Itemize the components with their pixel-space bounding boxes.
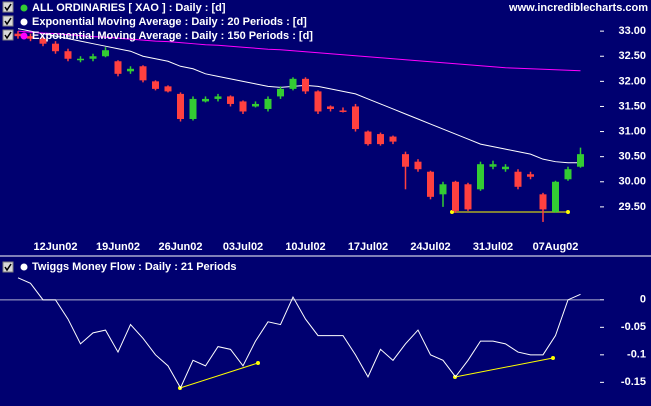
x-tick-label: 24Jul02 xyxy=(410,241,450,253)
candle-body xyxy=(302,78,309,92)
x-tick-label: 17Jul02 xyxy=(348,241,388,253)
candle-body xyxy=(39,38,47,44)
x-tick-label: 31Jul02 xyxy=(473,241,513,253)
candle-body xyxy=(314,91,322,112)
candle-body xyxy=(252,103,259,107)
candle-body xyxy=(214,96,222,99)
candle-body xyxy=(177,93,184,120)
candle-body xyxy=(352,106,359,130)
legend-marker xyxy=(20,263,28,271)
candle-body xyxy=(89,56,97,59)
candle-body xyxy=(264,98,272,109)
y-tick-label: 32.00 xyxy=(618,75,646,87)
candle-body xyxy=(114,61,122,74)
candle-body xyxy=(64,51,72,59)
candle-body xyxy=(539,194,547,210)
y-tick-label: -0.15 xyxy=(621,376,646,388)
candle-body xyxy=(164,86,172,92)
y-tick-label: 32.50 xyxy=(618,50,646,62)
candle-body xyxy=(439,184,447,195)
candle-body xyxy=(152,81,159,89)
x-tick-label: 10Jul02 xyxy=(285,241,325,253)
candle-body xyxy=(502,166,509,170)
legend-marker xyxy=(20,32,28,40)
y-tick-label: 29.50 xyxy=(618,201,646,213)
y-tick-label: 30.50 xyxy=(618,151,646,163)
candle-body xyxy=(377,134,384,145)
candle-body xyxy=(202,98,209,102)
x-tick-label: 26Jun02 xyxy=(158,241,202,253)
candle-body xyxy=(389,136,397,142)
candle-body xyxy=(139,66,147,81)
y-tick-label: 0 xyxy=(640,294,646,306)
y-tick-label: 31.00 xyxy=(618,125,646,137)
x-tick-label: 12Jun02 xyxy=(33,241,77,253)
y-tick-label: 31.50 xyxy=(618,100,646,112)
candle-body xyxy=(427,171,434,197)
candle-body xyxy=(489,164,497,167)
legend-label: ALL ORDINARIES [ XAO ] : Daily : [d] xyxy=(32,2,226,14)
candle-body xyxy=(77,58,84,61)
candle-body xyxy=(277,88,284,97)
candle-body xyxy=(402,154,409,167)
candle-body xyxy=(464,184,472,210)
source: www.incrediblecharts.com xyxy=(508,2,648,14)
candle-body xyxy=(289,78,297,89)
candle-body xyxy=(514,171,522,187)
candle-body xyxy=(189,98,197,120)
candle-body xyxy=(227,96,234,104)
x-tick-label: 07Aug02 xyxy=(533,241,579,253)
candle-body xyxy=(239,101,247,112)
candle-body xyxy=(577,154,584,167)
candle-body xyxy=(27,36,34,39)
candle-body xyxy=(327,106,334,109)
legend-label: Twiggs Money Flow : Daily : 21 Periods xyxy=(32,261,237,273)
legend-marker xyxy=(20,18,28,26)
legend-label: Exponential Moving Average : Daily : 150… xyxy=(32,30,313,42)
candle-body xyxy=(552,181,559,212)
candle-body xyxy=(527,174,534,177)
indicator-line xyxy=(17,28,581,164)
legend-label: Exponential Moving Average : Daily : 20 … xyxy=(32,16,307,28)
candle-body xyxy=(339,110,347,112)
candle-body xyxy=(127,68,134,72)
y-tick-label: 33.00 xyxy=(618,25,646,37)
x-tick-label: 03Jul02 xyxy=(223,241,263,253)
candle-body xyxy=(477,164,484,190)
y-tick-label: -0.1 xyxy=(627,349,646,361)
y-tick-label: 30.00 xyxy=(618,176,646,188)
indicator-line xyxy=(17,30,581,72)
candle-body xyxy=(564,169,572,180)
indicator-line xyxy=(17,277,581,389)
legend-marker xyxy=(20,4,28,12)
y-tick-label: -0.05 xyxy=(621,321,646,333)
trend-lines xyxy=(178,210,570,390)
legend-icons xyxy=(2,1,14,273)
x-tick-label: 19Jun02 xyxy=(96,241,140,253)
candle-body xyxy=(364,131,372,145)
candle-body xyxy=(14,33,22,37)
candle-body xyxy=(452,181,459,211)
candle-body xyxy=(102,50,109,57)
candle-body xyxy=(52,43,59,52)
candle-body xyxy=(414,161,422,170)
